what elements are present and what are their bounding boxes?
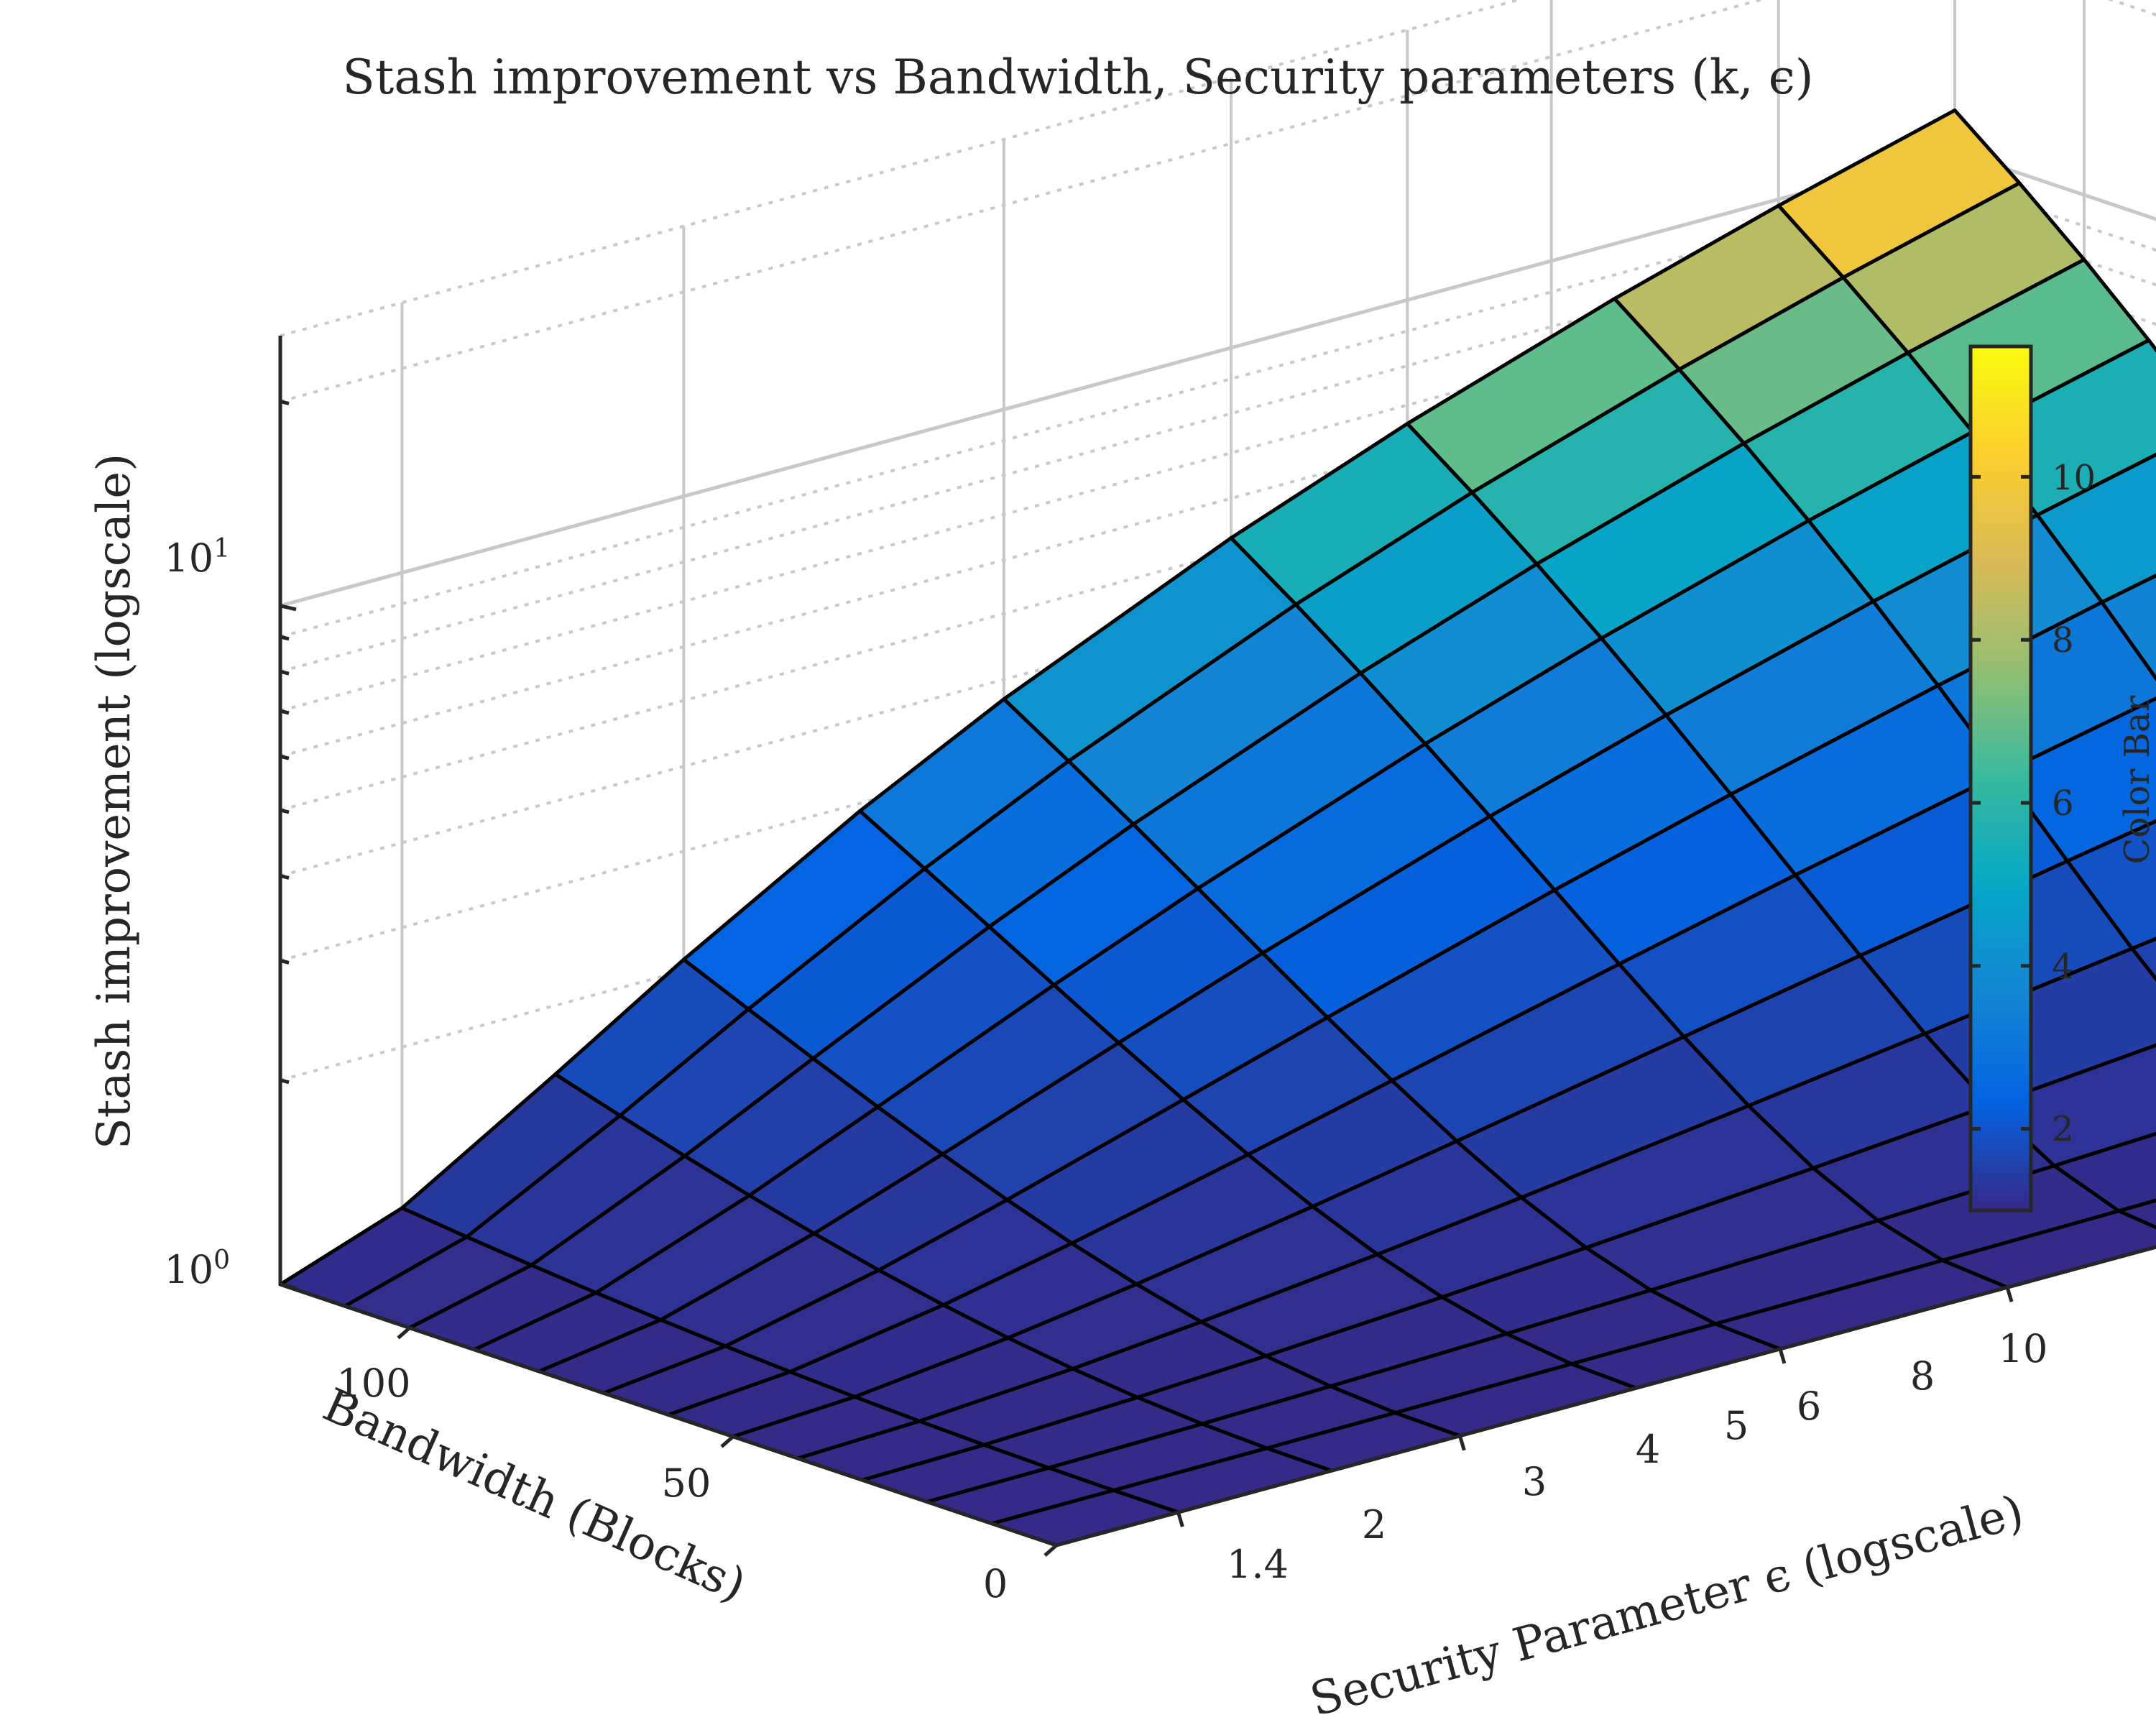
z-axis-label: Stash improvement (logscale) [88, 454, 141, 1149]
colorbar-tick-label-3: 8 [2052, 620, 2074, 661]
y-tick-label-4: 5 [1724, 1403, 1749, 1448]
y-tick-label-3: 4 [1636, 1427, 1660, 1472]
z-tick-mark [280, 1282, 297, 1290]
axes [278, 336, 2156, 1557]
z-tick-labels: 100 101 [164, 534, 230, 1293]
z-tick-label-0: 100 [164, 1246, 230, 1293]
y-tick-label-0: 1.4 [1227, 1542, 1289, 1587]
y-tick-mark [1457, 1435, 1466, 1451]
surface [278, 108, 2156, 1547]
colorbar: 2 4 6 8 10 Color Bar [1968, 344, 2156, 1213]
grid-line-z [280, 420, 2156, 878]
x-tick-label-0: 0 [983, 1561, 1008, 1606]
y-tick-labels: 1.4 2 3 4 5 6 8 10 [1227, 1326, 2047, 1587]
x-tick-labels: 0 50 100 [336, 1361, 1008, 1606]
x-tick-mark [397, 1326, 411, 1340]
grid-line-z [280, 300, 2156, 758]
colorbar-tick-label-1: 4 [2052, 947, 2074, 987]
colorbar-tick-label-4: 10 [2052, 458, 2096, 498]
grid-line-z [280, 216, 2156, 673]
x-tick-label-1: 50 [662, 1460, 711, 1506]
z-tick-mark [280, 635, 290, 641]
y-tick-mark [1778, 1348, 1787, 1364]
colorbar-label: Color Bar [2117, 695, 2156, 864]
z-tick-mark [280, 959, 290, 965]
y-tick-label-7: 10 [1999, 1326, 2048, 1371]
x-tick-mark [720, 1435, 734, 1448]
z-tick-mark [280, 808, 290, 814]
z-tick-mark [280, 754, 290, 760]
colorbar-tick-label-2: 6 [2052, 783, 2074, 824]
y-tick-mark [2005, 1287, 2014, 1302]
z-tick-mark [280, 604, 297, 612]
y-axis-label: Security Parameter ϵ (logscale) [1305, 1486, 2030, 1725]
x-tick-label-2: 100 [336, 1361, 410, 1406]
y-tick-label-5: 6 [1797, 1384, 1821, 1429]
y-tick-label-6: 8 [1910, 1353, 1935, 1399]
grid-line-z [280, 254, 2156, 712]
y-tick-mark [1176, 1512, 1184, 1527]
z-tick-mark [280, 669, 290, 676]
colorbar-gradient [1968, 344, 2033, 1213]
y-axis-line [1056, 1245, 2156, 1547]
y-tick-label-1: 2 [1362, 1502, 1386, 1547]
z-tick-label-1: 101 [164, 534, 230, 581]
z-tick-mark [280, 709, 290, 715]
grid-line-z [280, 505, 2156, 962]
grid-line-z [280, 354, 2156, 811]
chart-title: Stash improvement vs Bandwidth, Security… [343, 50, 1814, 105]
z-tick-mark [280, 874, 290, 880]
y-tick-label-2: 3 [1522, 1459, 1547, 1504]
grid-line-z [280, 180, 2156, 638]
pane-top-edge [280, 0, 1524, 337]
colorbar-ticks [1971, 474, 2031, 1131]
grid-line-z [280, 0, 2156, 403]
x-tick-mark [1044, 1544, 1058, 1557]
z-tick-mark [280, 1078, 290, 1085]
colorbar-tick-label-0: 2 [2052, 1109, 2074, 1149]
z-tick-mark [280, 400, 290, 405]
